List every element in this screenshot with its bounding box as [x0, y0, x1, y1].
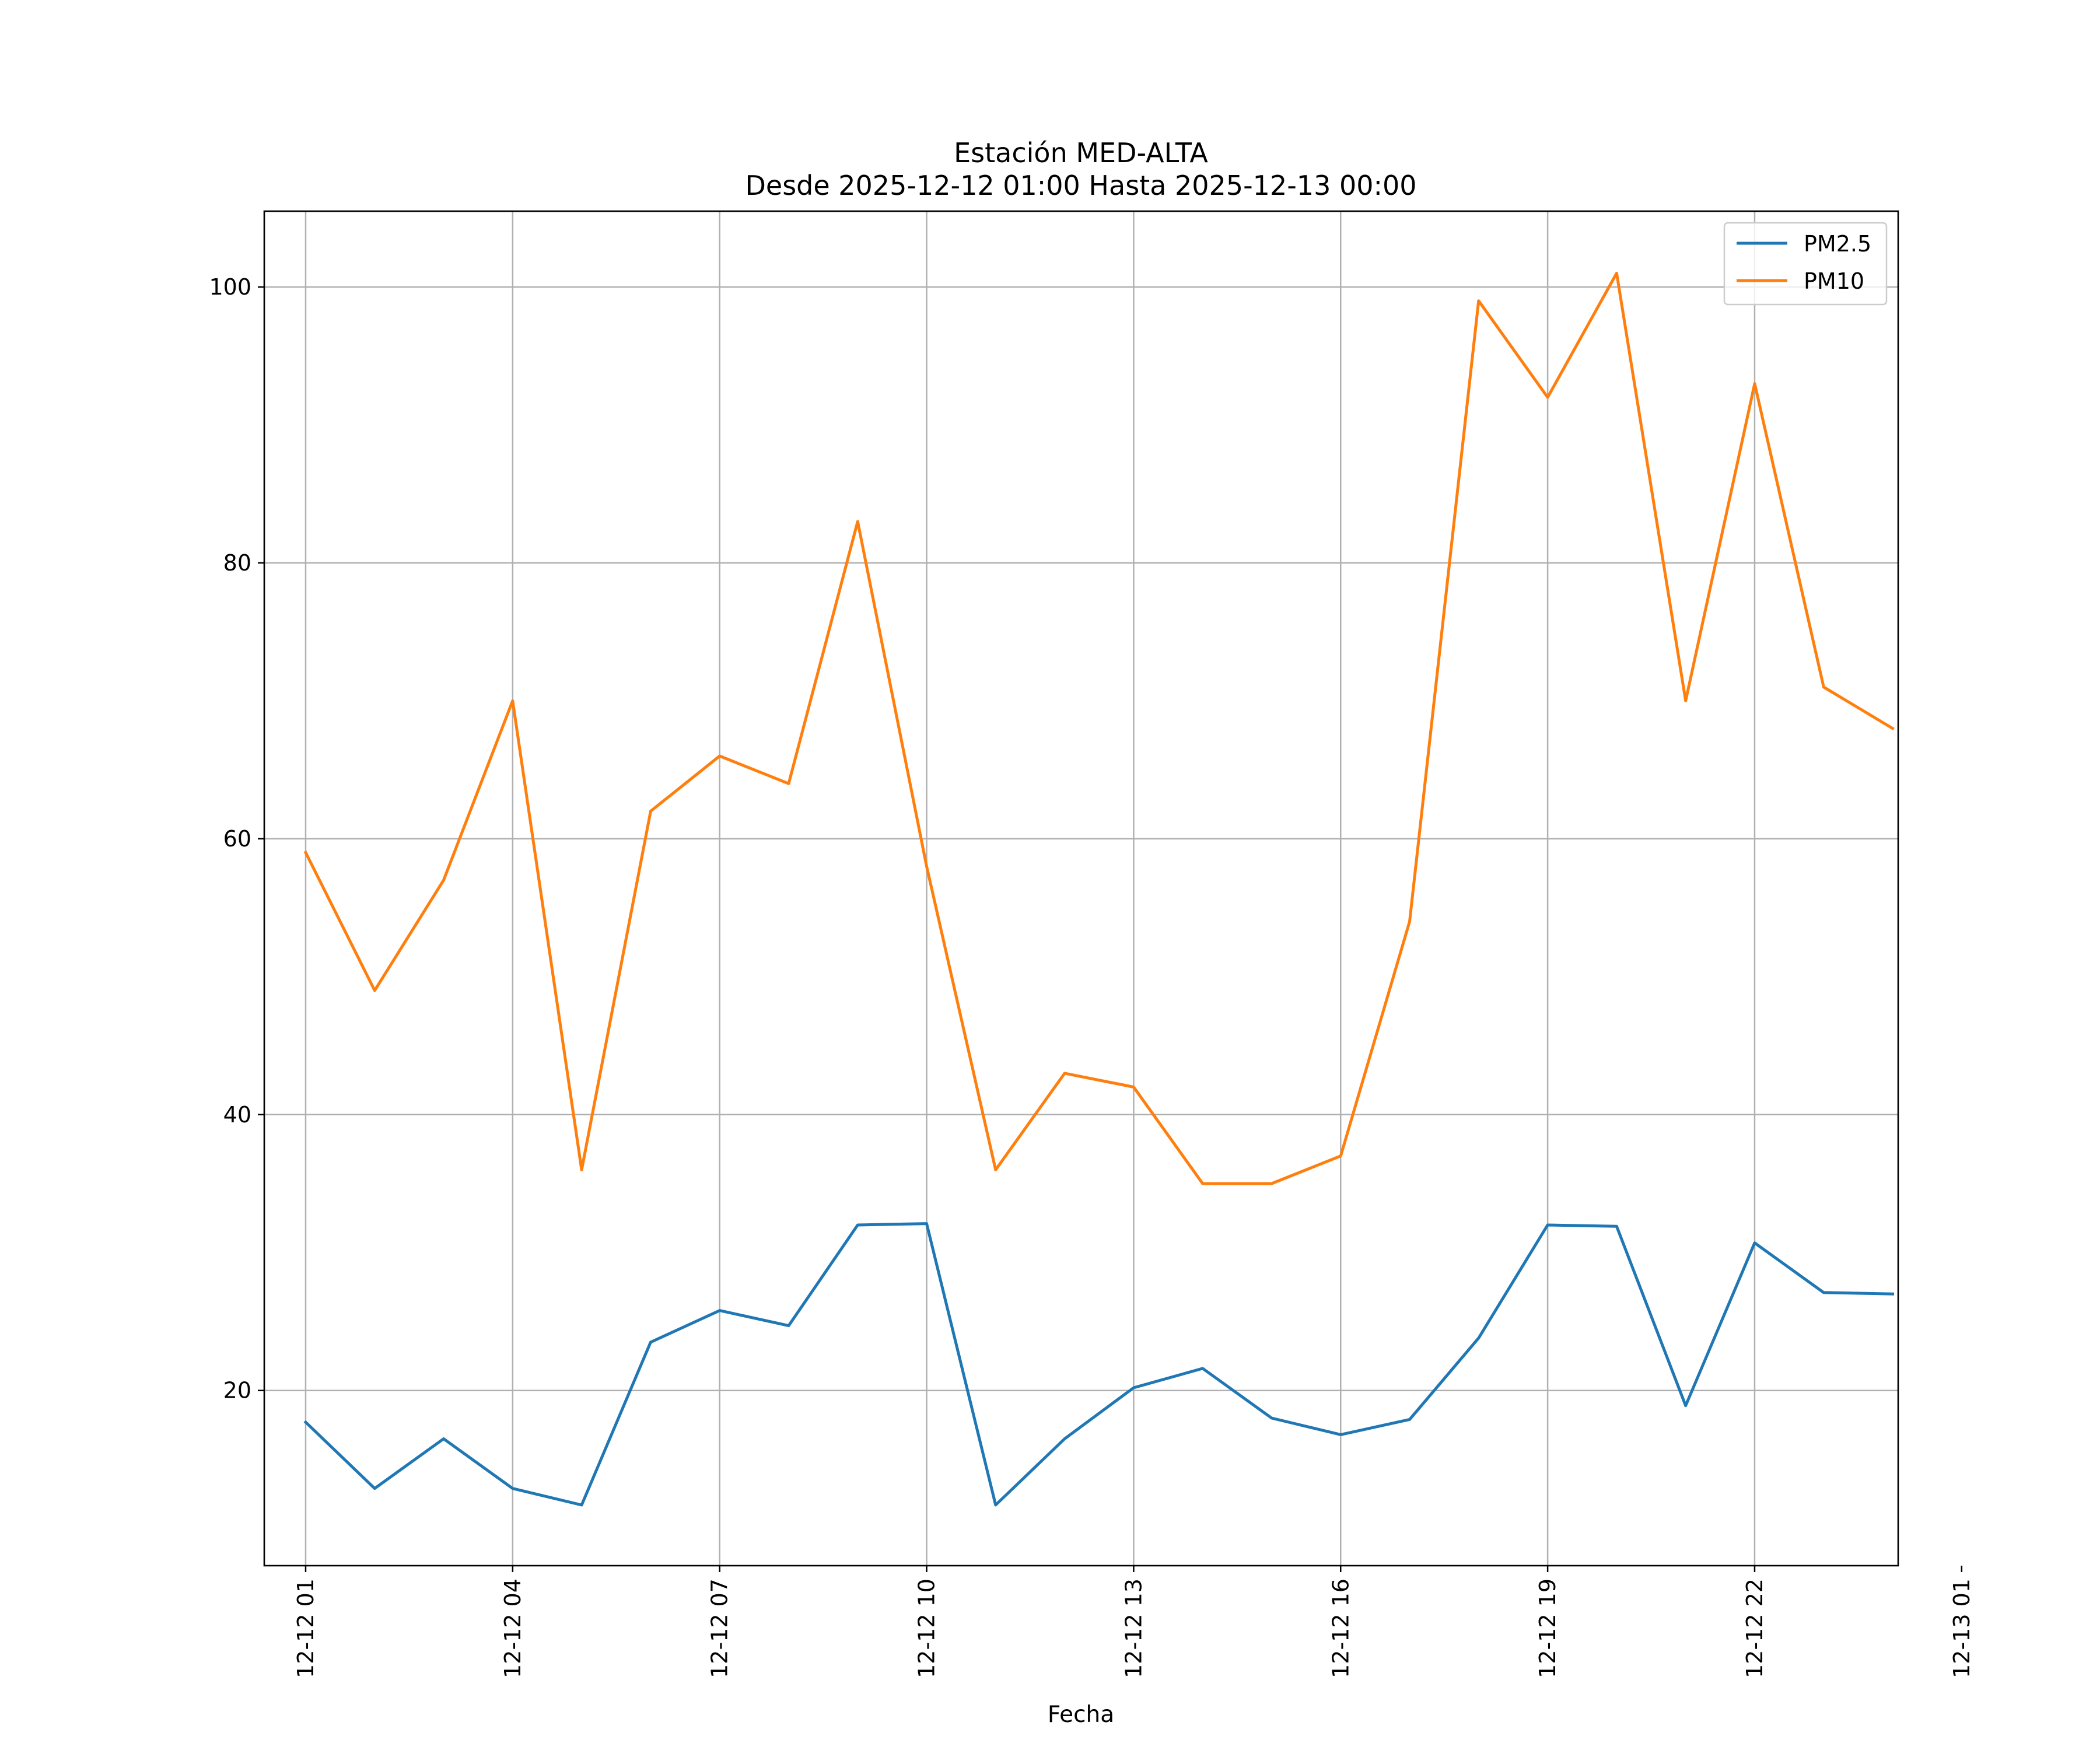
axis-ticks: 12-12 01 12-12 04 12-12 07 12-12 10 12-12 13… — [209, 274, 1974, 1678]
series-line-pm10 — [303, 271, 1895, 1185]
series-lines — [303, 271, 1895, 1507]
x-tick-label: 12-13 01 — [1949, 1578, 1975, 1678]
plot-frame — [263, 210, 1899, 1567]
y-tick-label: 20 — [223, 1378, 251, 1404]
x-tick-label: 12-12 10 — [914, 1578, 940, 1678]
x-tick-label: 12-12 07 — [707, 1578, 733, 1678]
y-tick-label: 60 — [223, 826, 251, 852]
x-tick-label: 12-12 22 — [1742, 1578, 1768, 1678]
x-tick-label: 12-12 04 — [500, 1578, 526, 1678]
legend-label-pm10: PM10 — [1804, 268, 1864, 294]
x-tick-label: 12-12 01 — [293, 1578, 318, 1678]
x-tick-label: 12-12 13 — [1121, 1578, 1146, 1678]
x-axis-title: Fecha — [1048, 1702, 1114, 1728]
chart-subtitle: Desde 2025-12-12 01:00 Hasta 2025-12-13 … — [745, 170, 1416, 201]
y-tick-label: 80 — [223, 550, 251, 576]
y-tick-label: 40 — [223, 1102, 251, 1128]
chart-title: Estación MED-ALTA — [954, 137, 1208, 169]
x-tick-label: 12-12 16 — [1328, 1578, 1353, 1678]
gridlines — [264, 211, 1898, 1566]
legend: PM2.5 PM10 — [1723, 222, 1888, 306]
legend-label-pm25: PM2.5 — [1804, 231, 1871, 257]
x-tick-label: 12-12 19 — [1535, 1578, 1560, 1678]
y-tick-label: 100 — [209, 274, 251, 300]
series-line-pm25 — [303, 1222, 1895, 1507]
